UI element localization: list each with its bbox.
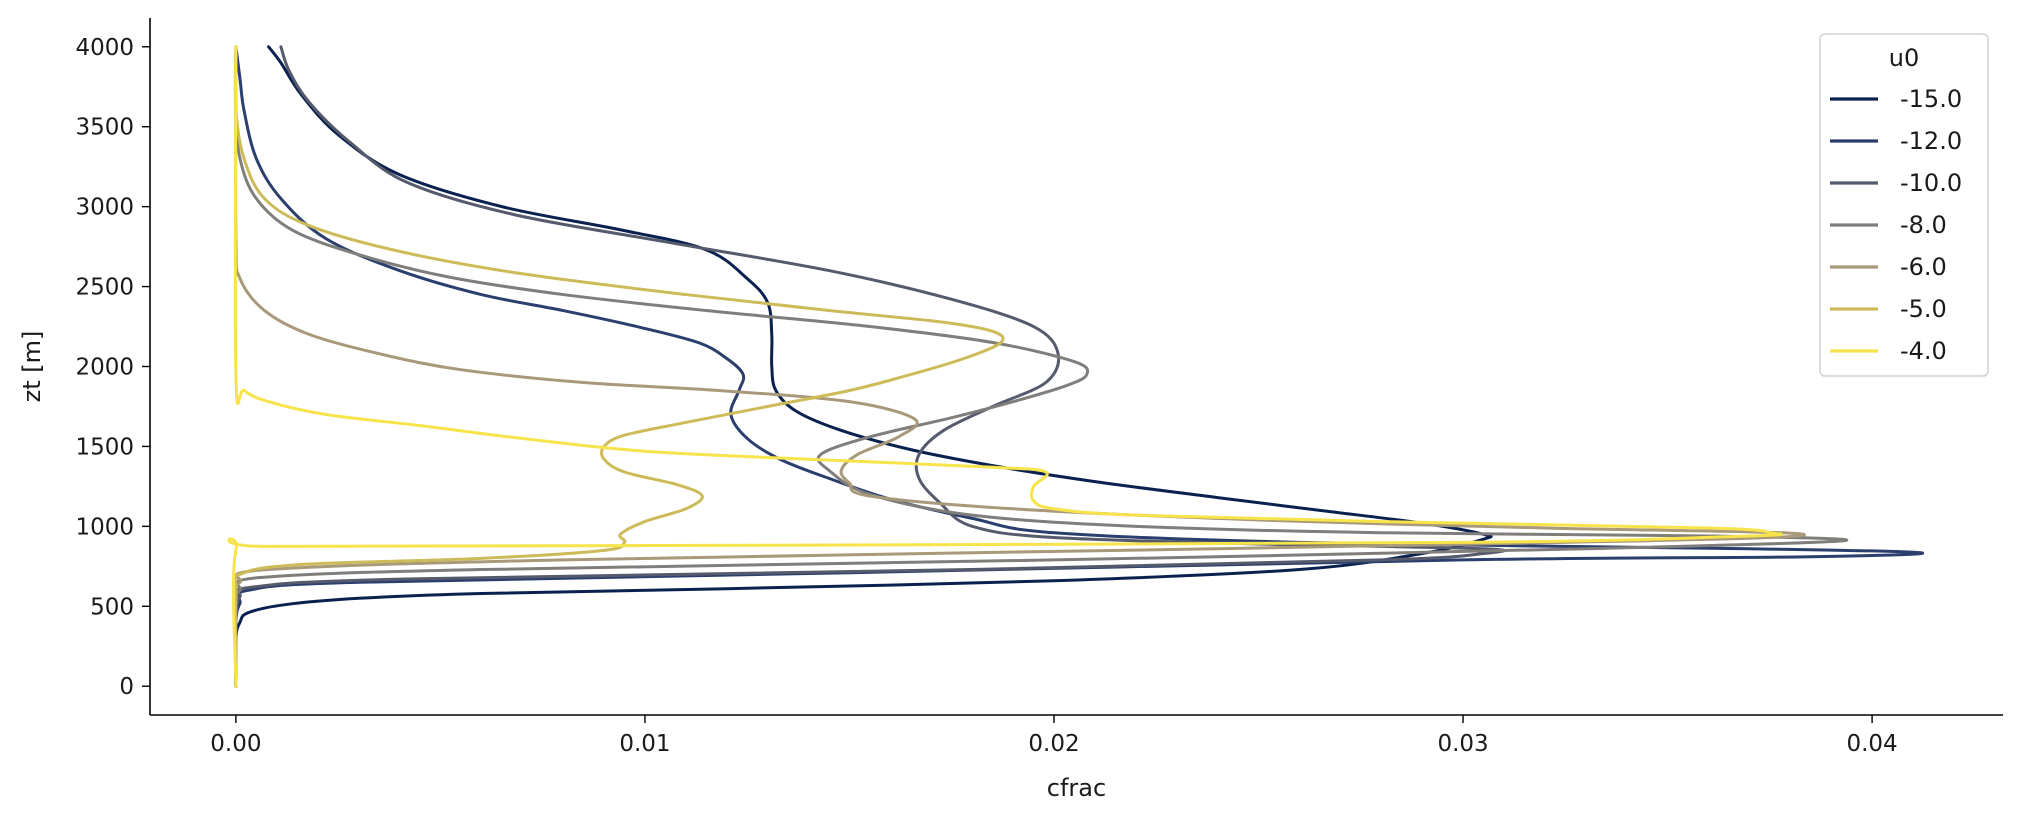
- series-lines: [227, 45, 1925, 688]
- series-line--6.0: [234, 45, 1806, 688]
- series-line--10.0: [234, 45, 1507, 688]
- legend-entry-label: -10.0: [1900, 169, 1962, 197]
- legend-entry-label: -8.0: [1900, 211, 1947, 239]
- legend-entry-label: -4.0: [1900, 337, 1947, 365]
- x-tick-label: 0.03: [1437, 731, 1488, 757]
- x-tick-label: 0.04: [1846, 731, 1897, 757]
- legend: u0 -15.0 -12.0 -10.0 -8.0 -6.0 -5.0 -4.0: [1819, 33, 1989, 377]
- legend-box: [1819, 33, 1989, 377]
- y-tick-label: 3000: [75, 195, 134, 221]
- x-tick-label: 0.01: [619, 731, 670, 757]
- legend-entry-label: -12.0: [1900, 127, 1962, 155]
- x-tick-label: 0.00: [210, 731, 261, 757]
- y-tick-label: 2500: [75, 275, 134, 301]
- series-line--8.0: [234, 45, 1848, 688]
- x-axis-label: cfrac: [1047, 774, 1106, 802]
- y-tick-label: 1000: [75, 514, 134, 540]
- series-line--15.0: [234, 45, 1493, 688]
- legend-title: u0: [1889, 44, 1919, 72]
- y-tick-label: 2000: [75, 355, 134, 381]
- y-tick-label: 500: [90, 594, 134, 620]
- series-line--5.0: [232, 45, 1005, 688]
- y-tick-label: 4000: [75, 35, 134, 61]
- x-tick-label: 0.02: [1028, 731, 1079, 757]
- axes: 0.00 0.01 0.02 0.03 0.04 0 500 1000 1500 2000 2500…: [18, 18, 2003, 802]
- series-line--4.0: [227, 45, 1783, 688]
- y-tick-label: 1500: [75, 434, 134, 460]
- series-line--12.0: [234, 45, 1925, 688]
- y-axis-label: zt [m]: [18, 331, 46, 403]
- legend-entry-label: -5.0: [1900, 295, 1947, 323]
- legend-entry-label: -15.0: [1900, 85, 1962, 113]
- y-tick-label: 3500: [75, 115, 134, 141]
- legend-entry-label: -6.0: [1900, 253, 1947, 281]
- y-tick-label: 0: [119, 674, 134, 700]
